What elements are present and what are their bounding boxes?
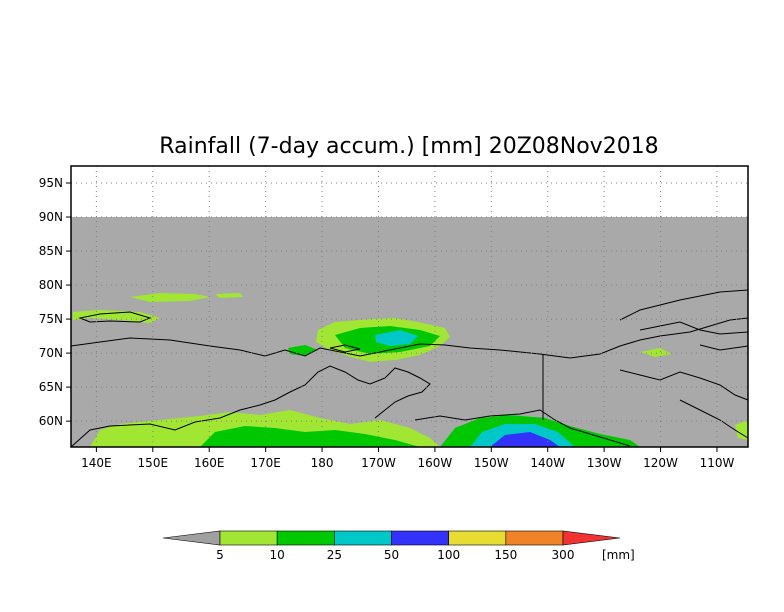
colorbar-label: 50 <box>384 548 399 562</box>
precipitation-layer <box>73 293 748 447</box>
plot-area <box>70 165 749 448</box>
wrangel-island <box>329 344 361 353</box>
colorbar-segment <box>219 530 278 546</box>
rain-patch-east <box>735 420 748 440</box>
hudson-coast <box>619 369 749 401</box>
canadian-archipelago-2 <box>639 321 749 335</box>
colorbar-segment <box>448 530 507 546</box>
chart-title: Rainfall (7-day accum.) [mm] 20Z08Nov201… <box>159 134 658 159</box>
lon-tick-label: 160W <box>417 456 452 470</box>
rain-strip-north-3 <box>73 310 160 323</box>
lat-tick-label: 70N <box>39 346 63 360</box>
lat-tick-label: 80N <box>39 278 63 292</box>
colorbar-segment <box>391 530 449 546</box>
rain-patch-gulf-core <box>490 432 560 447</box>
colorbar-label: 300 <box>552 548 575 562</box>
canadian-archipelago-1 <box>619 289 749 321</box>
lon-tick-label: 120W <box>643 456 678 470</box>
colorbar-label: 100 <box>437 548 460 562</box>
rain-strip-north-2 <box>215 293 243 298</box>
coastlines <box>70 289 749 448</box>
canadian-archipelago-3 <box>699 344 749 351</box>
colorbar-label: 5 <box>216 548 224 562</box>
colorbar-segment <box>276 530 335 546</box>
rain-band-south-mid <box>200 426 420 447</box>
lon-tick-label: 150W <box>474 456 509 470</box>
colorbar-label: 10 <box>270 548 285 562</box>
rain-patch-canada <box>640 348 672 357</box>
lon-tick-label: 150E <box>138 456 169 470</box>
lon-tick-label: 130W <box>587 456 622 470</box>
gridlines <box>71 166 748 447</box>
lon-tick-label: 170W <box>361 456 396 470</box>
rain-strip-north-1 <box>130 293 210 302</box>
lat-tick-label: 65N <box>39 380 63 394</box>
latitude-axis: 95N 90N 85N 80N 75N 70N 65N 60N <box>39 176 71 428</box>
colorbar-high-triangle <box>562 530 621 546</box>
colorbar-segment <box>334 530 392 546</box>
lat-tick-label: 60N <box>39 414 63 428</box>
lat-tick-label: 85N <box>39 244 63 258</box>
lat-tick-label: 75N <box>39 312 63 326</box>
colorbar: 5 10 25 50 100 150 300 [mm] <box>162 530 635 562</box>
colorbar-unit: [mm] <box>602 548 635 562</box>
east-coast-fragment <box>679 399 749 439</box>
new-siberian-islands <box>78 311 152 323</box>
colorbar-label: 150 <box>494 548 517 562</box>
lon-tick-label: 140W <box>530 456 565 470</box>
arctic-coastline <box>70 317 749 359</box>
rain-patch-chukchi-core <box>375 330 418 346</box>
lon-tick-label: 170E <box>250 456 281 470</box>
lon-tick-label: 160E <box>194 456 225 470</box>
lon-tick-label: 180 <box>311 456 334 470</box>
alaska-south-coast <box>414 409 631 447</box>
colorbar-segment <box>505 530 564 546</box>
colorbar-label: 25 <box>327 548 342 562</box>
longitude-axis: 140E 150E 160E 170E 180 170W 160W 150W 140W 130W 1… <box>81 447 734 470</box>
colorbar-low-triangle <box>162 530 221 546</box>
lon-tick-label: 140E <box>81 456 112 470</box>
map-frame <box>70 165 749 448</box>
bering-coastline <box>70 365 431 448</box>
lat-tick-label: 90N <box>39 210 63 224</box>
no-data-region <box>71 166 748 217</box>
lon-tick-label: 110W <box>700 456 735 470</box>
lat-tick-label: 95N <box>39 176 63 190</box>
